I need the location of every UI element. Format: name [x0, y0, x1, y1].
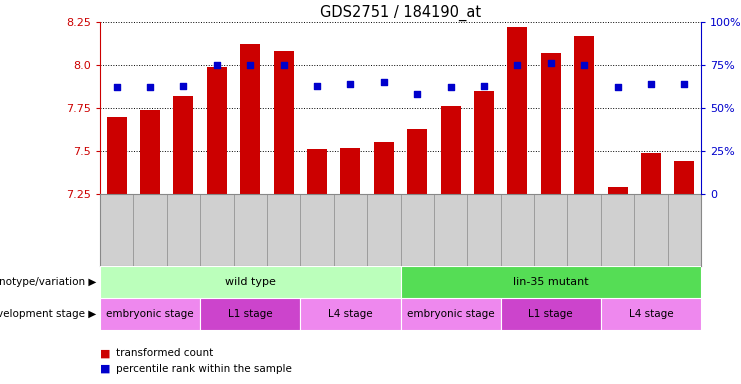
- Text: genotype/variation ▶: genotype/variation ▶: [0, 277, 96, 287]
- Bar: [441, 106, 461, 194]
- Bar: [173, 96, 193, 194]
- Point: [645, 81, 657, 87]
- Text: embryonic stage: embryonic stage: [407, 309, 494, 319]
- Bar: [674, 161, 694, 194]
- Bar: [373, 142, 393, 194]
- Bar: [601, 298, 701, 330]
- Text: L1 stage: L1 stage: [528, 309, 573, 319]
- Bar: [407, 129, 428, 194]
- Bar: [307, 149, 327, 194]
- Text: transformed count: transformed count: [116, 348, 213, 358]
- Bar: [240, 45, 260, 194]
- Text: embryonic stage: embryonic stage: [106, 309, 194, 319]
- Point: [144, 84, 156, 90]
- Point: [278, 62, 290, 68]
- Bar: [140, 110, 160, 194]
- Bar: [273, 51, 293, 194]
- Text: ■: ■: [100, 364, 110, 374]
- Bar: [340, 147, 360, 194]
- Bar: [641, 153, 661, 194]
- Text: L4 stage: L4 stage: [628, 309, 674, 319]
- Bar: [107, 117, 127, 194]
- Bar: [474, 91, 494, 194]
- Bar: [608, 187, 628, 194]
- Bar: [574, 36, 594, 194]
- Text: development stage ▶: development stage ▶: [0, 309, 96, 319]
- Title: GDS2751 / 184190_at: GDS2751 / 184190_at: [320, 5, 481, 21]
- Bar: [400, 266, 701, 298]
- Bar: [200, 298, 300, 330]
- Point: [411, 91, 423, 97]
- Point: [110, 84, 122, 90]
- Point: [378, 79, 390, 85]
- Bar: [100, 266, 400, 298]
- Text: percentile rank within the sample: percentile rank within the sample: [116, 364, 292, 374]
- Text: ■: ■: [100, 348, 110, 358]
- Bar: [501, 298, 601, 330]
- Point: [478, 83, 490, 89]
- Bar: [400, 298, 501, 330]
- Point: [345, 81, 356, 87]
- Point: [511, 62, 523, 68]
- Point: [611, 84, 623, 90]
- Bar: [100, 298, 200, 330]
- Point: [178, 83, 190, 89]
- Bar: [508, 27, 528, 194]
- Point: [678, 81, 690, 87]
- Point: [545, 60, 556, 66]
- Point: [445, 84, 456, 90]
- Text: wild type: wild type: [225, 277, 276, 287]
- Bar: [207, 67, 227, 194]
- Point: [311, 83, 323, 89]
- Point: [578, 62, 590, 68]
- Point: [245, 62, 256, 68]
- Text: L1 stage: L1 stage: [228, 309, 273, 319]
- Text: lin-35 mutant: lin-35 mutant: [513, 277, 588, 287]
- Bar: [541, 53, 561, 194]
- Text: L4 stage: L4 stage: [328, 309, 373, 319]
- Bar: [300, 298, 400, 330]
- Point: [211, 62, 223, 68]
